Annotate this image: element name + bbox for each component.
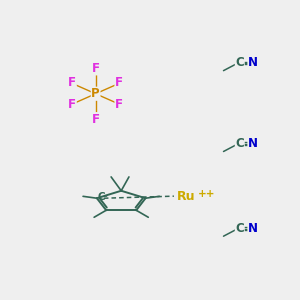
Text: C: C [236, 137, 244, 150]
Text: F: F [68, 98, 76, 111]
Text: Ru: Ru [177, 190, 196, 203]
Text: N: N [248, 137, 258, 150]
Text: P: P [91, 87, 100, 100]
Text: C: C [236, 222, 244, 235]
Text: N: N [248, 56, 258, 69]
Text: ⁻: ⁻ [102, 194, 107, 203]
Text: C: C [236, 56, 244, 69]
Text: ++: ++ [198, 189, 215, 199]
Text: N: N [248, 222, 258, 235]
Text: F: F [115, 98, 123, 111]
Text: F: F [92, 113, 100, 126]
Text: F: F [92, 62, 100, 75]
Text: C: C [98, 192, 105, 203]
Text: F: F [115, 76, 123, 89]
Text: F: F [68, 76, 76, 89]
